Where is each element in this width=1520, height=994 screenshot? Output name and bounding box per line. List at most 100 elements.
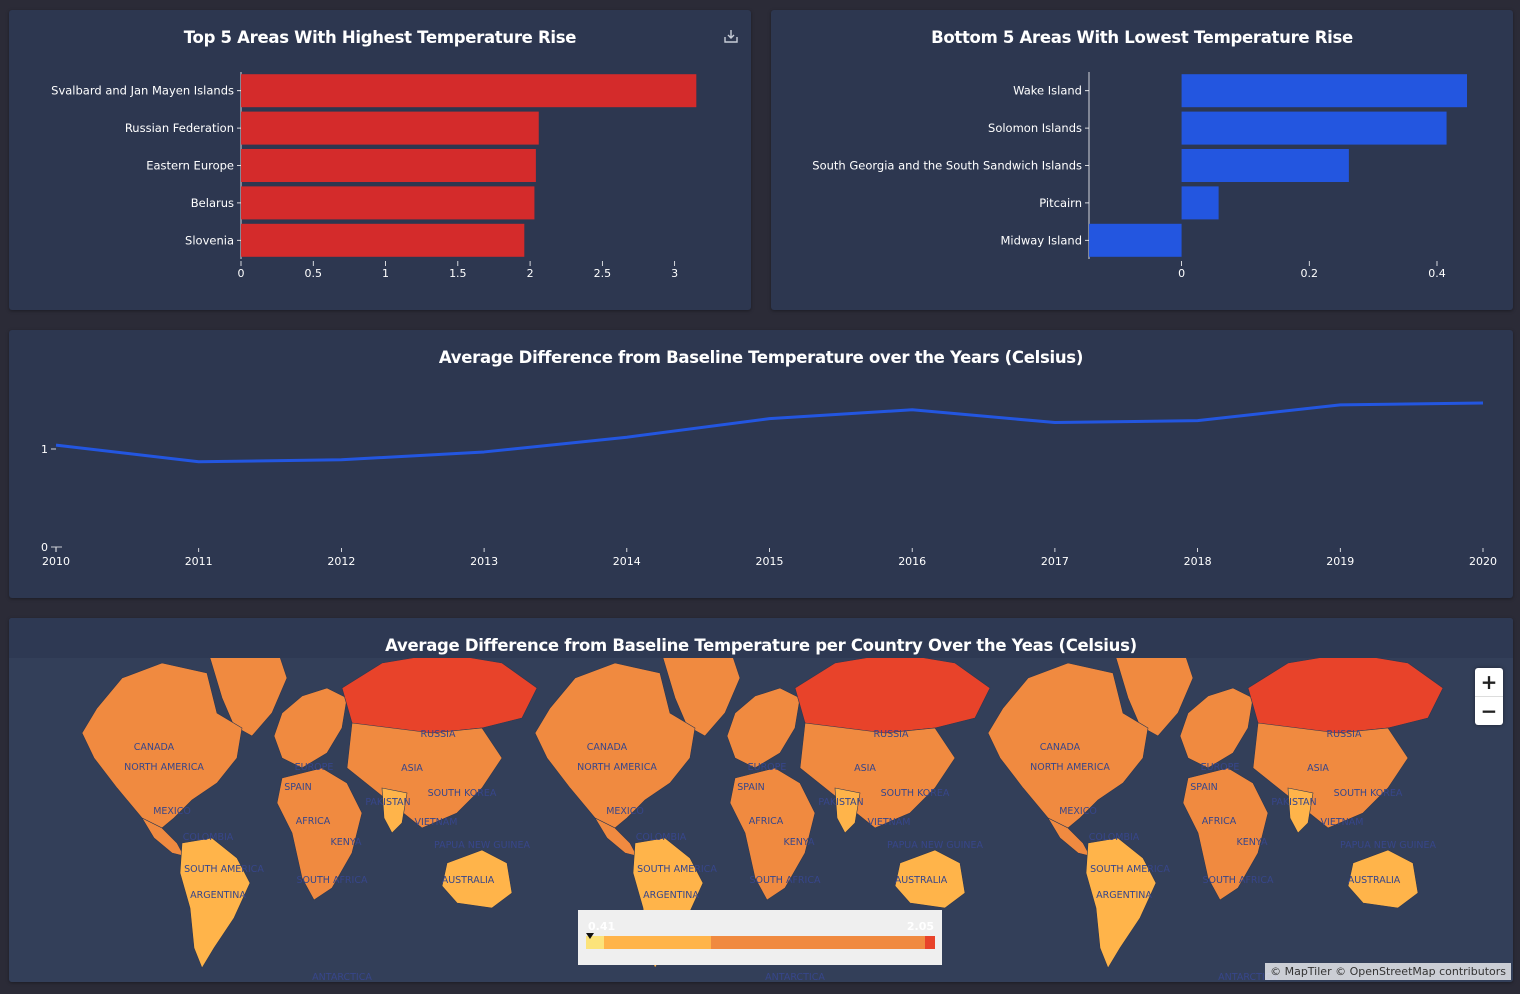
map-region-label: SOUTH AMERICA <box>1090 864 1170 875</box>
country-australia[interactable] <box>1347 849 1419 909</box>
bottom-chart-bar[interactable] <box>1181 149 1349 182</box>
map-region-label: SOUTH KOREA <box>881 788 950 799</box>
bottom-chart-bar[interactable] <box>1181 74 1467 108</box>
zoom-out-button[interactable]: − <box>1475 696 1503 725</box>
country-india[interactable] <box>834 787 861 834</box>
line-chart-x-tick-label: 2015 <box>756 555 784 568</box>
country-north-america[interactable] <box>81 662 243 829</box>
map-region-label: CANADA <box>1040 742 1081 753</box>
top-chart-category-label: Slovenia <box>185 233 234 247</box>
line-chart-x-tick-label: 2010 <box>42 555 70 568</box>
bottom-chart-bar[interactable] <box>1181 111 1447 145</box>
map-region-label: VIETNAM <box>1321 817 1364 828</box>
bottom-chart-x-tick-label: 0 <box>1178 267 1185 280</box>
country-australia[interactable] <box>441 849 513 909</box>
map-region-label: AUSTRALIA <box>1348 875 1401 886</box>
download-icon[interactable] <box>723 28 739 44</box>
top-chart-category-label: Svalbard and Jan Mayen Islands <box>51 84 234 98</box>
country-europe[interactable] <box>273 687 348 769</box>
top-areas-card: Top 5 Areas With Highest Temperature Ris… <box>9 10 751 310</box>
map-region-label: ANTARCTICA <box>765 972 825 982</box>
country-north-america[interactable] <box>534 662 696 829</box>
map-region-label: AFRICA <box>749 816 784 827</box>
map-region-label: ANTARCTICA <box>1218 972 1278 982</box>
bottom-areas-chart: Wake Island Solomon Islands South Georgia … <box>812 72 1467 280</box>
map-region-label: NORTH AMERICA <box>124 762 204 773</box>
top-chart-bar[interactable] <box>241 149 536 182</box>
map-region-label: MEXICO <box>1059 806 1097 817</box>
world-map-copy: CANADA NORTH AMERICA RUSSIA EUROPE ASIA SPAIN… <box>987 639 1444 982</box>
country-india[interactable] <box>1287 787 1314 834</box>
top-chart-category-label: Eastern Europe <box>146 159 234 173</box>
map-region-label: PAPUA NEW GUINEA <box>434 840 531 851</box>
map-region-label: SOUTH KOREA <box>428 788 497 799</box>
line-chart-y-tick-label: 1 <box>41 443 48 456</box>
line-chart-x-tick-label: 2014 <box>613 555 641 568</box>
map-region-label: VIETNAM <box>868 817 911 828</box>
line-chart-x-tick-label: 2011 <box>185 555 213 568</box>
top-chart-bar[interactable] <box>241 74 697 108</box>
country-europe[interactable] <box>1179 687 1254 769</box>
map-region-label: MEXICO <box>153 806 191 817</box>
top-chart-bar[interactable] <box>241 186 535 220</box>
map-region-label: SOUTH AMERICA <box>637 864 717 875</box>
map-region-label: ASIA <box>1307 763 1329 774</box>
map-region-label: SOUTH AMERICA <box>184 864 264 875</box>
top-areas-title: Top 5 Areas With Highest Temperature Ris… <box>183 28 577 47</box>
top-chart-x-tick-label: 3 <box>671 267 678 280</box>
country-europe[interactable] <box>726 687 801 769</box>
country-africa[interactable] <box>276 767 363 901</box>
bottom-chart-category-label: South Georgia and the South Sandwich Isl… <box>812 159 1082 173</box>
map-region-label: CANADA <box>587 742 628 753</box>
top-chart-bar[interactable] <box>241 111 539 145</box>
legend-color-bar <box>586 936 935 949</box>
world-map-copy: CANADA NORTH AMERICA RUSSIA EUROPE ASIA SPAIN… <box>81 639 538 982</box>
country-africa[interactable] <box>1182 767 1269 901</box>
map-region-label: KENYA <box>1237 837 1268 848</box>
country-asia[interactable] <box>346 722 503 829</box>
country-africa[interactable] <box>729 767 816 901</box>
country-map-card: CANADA NORTH AMERICA RUSSIA EUROPE ASIA SPAIN… <box>9 618 1513 982</box>
map-region-label: ASIA <box>401 763 423 774</box>
country-australia[interactable] <box>894 849 966 909</box>
map-region-label: PAKISTAN <box>365 797 410 808</box>
map-region-label: PAPUA NEW GUINEA <box>887 840 984 851</box>
map-region-label: EUROPE <box>748 762 787 773</box>
country-india[interactable] <box>381 787 408 834</box>
map-region-label: AFRICA <box>296 816 331 827</box>
top-chart-category-label: Belarus <box>191 196 234 210</box>
line-chart-x-tick-label: 2016 <box>898 555 926 568</box>
top-chart-x-tick-label: 1 <box>382 267 389 280</box>
bottom-chart-bar[interactable] <box>1181 186 1219 220</box>
bottom-chart-bar[interactable] <box>1089 223 1182 257</box>
country-north-america[interactable] <box>987 662 1149 829</box>
country-asia[interactable] <box>1252 722 1409 829</box>
top-areas-chart: Svalbard and Jan Mayen Islands Russian Fe… <box>51 72 697 280</box>
map-region-label: COLOMBIA <box>636 832 687 843</box>
map-attribution[interactable]: © MapTiler © OpenStreetMap contributors <box>1265 963 1511 980</box>
line-chart-x-tick-label: 2018 <box>1184 555 1212 568</box>
top-chart-category-label: Russian Federation <box>125 121 234 135</box>
color-legend: 0.41 2.05 <box>578 910 942 965</box>
map-region-label: COLOMBIA <box>183 832 234 843</box>
map-region-label: AFRICA <box>1202 816 1237 827</box>
country-south-america[interactable] <box>1085 837 1157 969</box>
line-chart-series-line[interactable] <box>55 401 1484 464</box>
map-region-label: SPAIN <box>1190 782 1218 793</box>
map-region-label: CANADA <box>134 742 175 753</box>
map-region-label: ANTARCTICA <box>312 972 372 982</box>
map-region-label: PAPUA NEW GUINEA <box>1340 840 1437 851</box>
map-region-label: NORTH AMERICA <box>577 762 657 773</box>
world-map-copy: CANADA NORTH AMERICA RUSSIA EUROPE ASIA SPAIN… <box>534 639 991 982</box>
map-region-label: SOUTH AFRICA <box>750 875 821 886</box>
yearly-average-chart: 0 1 2010 2011 2012 2013 2014 2015 2016 2017 2018 20… <box>41 401 1497 568</box>
top-chart-bar[interactable] <box>241 223 525 257</box>
country-south-america[interactable] <box>179 837 251 969</box>
bottom-chart-category-label: Midway Island <box>1000 233 1082 247</box>
top-chart-x-tick-label: 1.5 <box>449 267 467 280</box>
zoom-in-button[interactable]: + <box>1480 670 1498 694</box>
map-region-label: PAKISTAN <box>818 797 863 808</box>
country-asia[interactable] <box>799 722 956 829</box>
map-region-label: AUSTRALIA <box>442 875 495 886</box>
map-region-label: MEXICO <box>606 806 644 817</box>
